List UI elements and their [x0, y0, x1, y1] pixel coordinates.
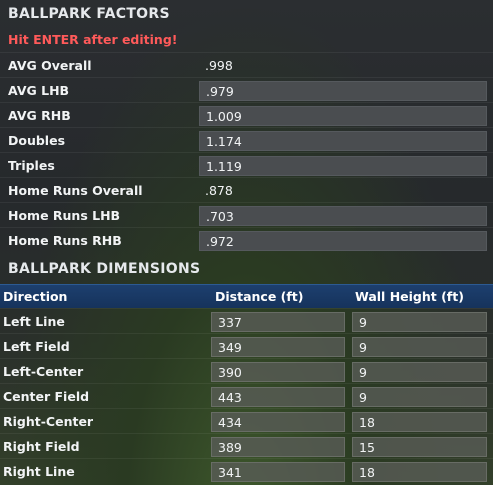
factor-label: Doubles — [8, 133, 66, 148]
direction-label: Center Field — [3, 389, 90, 404]
factor-label: Home Runs LHB — [8, 208, 121, 223]
factor-row-hr-rhb: Home Runs RHB .972 — [0, 227, 493, 252]
direction-label: Left Field — [3, 339, 70, 354]
factor-label: Triples — [8, 158, 55, 173]
direction-label: Right-Center — [3, 414, 94, 429]
distance-input[interactable]: 337 — [211, 312, 345, 332]
doubles-input[interactable]: 1.174 — [199, 131, 487, 151]
direction-label: Right Line — [3, 464, 75, 479]
factor-row-triples: Triples 1.119 — [0, 152, 493, 177]
wall-height-input[interactable]: 9 — [352, 337, 487, 357]
triples-input[interactable]: 1.119 — [199, 156, 487, 176]
factor-label: Home Runs RHB — [8, 233, 122, 248]
table-row: Center Field 443 9 — [0, 383, 493, 408]
wall-height-input[interactable]: 18 — [352, 412, 487, 432]
column-header-distance: Distance (ft) — [215, 289, 304, 304]
direction-label: Left Line — [3, 314, 65, 329]
factor-row-avg-lhb: AVG LHB .979 — [0, 77, 493, 102]
table-row: Right-Center 434 18 — [0, 408, 493, 433]
dimensions-table-header: Direction Distance (ft) Wall Height (ft) — [0, 284, 493, 308]
factor-row-avg-rhb: AVG RHB 1.009 — [0, 102, 493, 127]
factor-value-avg-overall: .998 — [205, 58, 233, 73]
distance-input[interactable]: 349 — [211, 337, 345, 357]
column-header-direction: Direction — [3, 289, 68, 304]
wall-height-input[interactable]: 18 — [352, 462, 487, 482]
avg-lhb-input[interactable]: .979 — [199, 81, 487, 101]
factor-row-avg-overall: AVG Overall .998 — [0, 52, 493, 77]
distance-input[interactable]: 389 — [211, 437, 345, 457]
distance-input[interactable]: 390 — [211, 362, 345, 382]
distance-input[interactable]: 341 — [211, 462, 345, 482]
direction-label: Left-Center — [3, 364, 84, 379]
factor-row-hr-overall: Home Runs Overall .878 — [0, 177, 493, 202]
distance-input[interactable]: 443 — [211, 387, 345, 407]
factor-row-doubles: Doubles 1.174 — [0, 127, 493, 152]
avg-rhb-input[interactable]: 1.009 — [199, 106, 487, 126]
edit-notice: Hit ENTER after editing! — [8, 32, 178, 47]
table-row: Left-Center 390 9 — [0, 358, 493, 383]
table-row: Right Field 389 15 — [0, 433, 493, 458]
wall-height-input[interactable]: 15 — [352, 437, 487, 457]
ballpark-factors-title: BALLPARK FACTORS — [8, 6, 170, 22]
wall-height-input[interactable]: 9 — [352, 387, 487, 407]
distance-input[interactable]: 434 — [211, 412, 345, 432]
factor-label: AVG LHB — [8, 83, 70, 98]
table-row: Left Field 349 9 — [0, 333, 493, 358]
factor-label: AVG RHB — [8, 108, 71, 123]
ballpark-dimensions-title: BALLPARK DIMENSIONS — [8, 261, 201, 277]
factor-label: AVG Overall — [8, 58, 92, 73]
table-row: Left Line 337 9 — [0, 308, 493, 333]
table-row: Right Line 341 18 — [0, 458, 493, 483]
factor-label: Home Runs Overall — [8, 183, 143, 198]
direction-label: Right Field — [3, 439, 80, 454]
hr-rhb-input[interactable]: .972 — [199, 231, 487, 251]
factor-row-hr-lhb: Home Runs LHB .703 — [0, 202, 493, 227]
factor-value-hr-overall: .878 — [205, 183, 233, 198]
wall-height-input[interactable]: 9 — [352, 362, 487, 382]
hr-lhb-input[interactable]: .703 — [199, 206, 487, 226]
column-header-wall-height: Wall Height (ft) — [355, 289, 464, 304]
wall-height-input[interactable]: 9 — [352, 312, 487, 332]
